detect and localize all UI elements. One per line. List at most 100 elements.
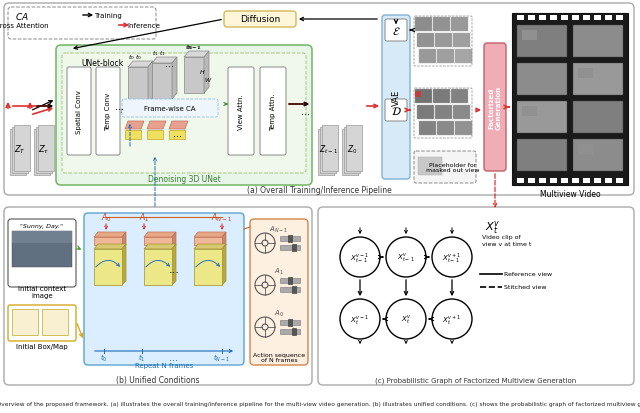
Bar [288, 319, 292, 326]
Bar [280, 236, 300, 242]
Text: Initial context
image: Initial context image [18, 286, 66, 299]
Text: $X^{v-1}_{t}$: $X^{v-1}_{t}$ [351, 313, 369, 326]
FancyBboxPatch shape [224, 12, 296, 28]
Bar [512, 14, 628, 185]
Text: $t_1$: $t_1$ [138, 351, 146, 363]
FancyBboxPatch shape [4, 4, 634, 195]
Polygon shape [152, 64, 172, 100]
Bar [94, 249, 122, 285]
Bar [415, 90, 432, 104]
FancyBboxPatch shape [414, 152, 476, 183]
Bar [36, 128, 52, 173]
Text: "Sunny, Day.": "Sunny, Day." [20, 224, 63, 229]
Polygon shape [94, 233, 126, 237]
Bar [10, 130, 26, 176]
Text: $H$: $H$ [199, 68, 205, 76]
Text: Training: Training [94, 13, 122, 19]
Bar [280, 287, 300, 292]
Text: (b) Unified Conditions: (b) Unified Conditions [116, 375, 200, 385]
Text: ...: ... [168, 264, 179, 274]
Bar [455, 50, 472, 64]
FancyBboxPatch shape [484, 44, 506, 171]
Bar [605, 178, 612, 183]
Text: Temp Attn.: Temp Attn. [270, 93, 276, 131]
Bar [517, 140, 567, 171]
Text: $t_0$: $t_0$ [100, 351, 108, 363]
Text: $Z_T$: $Z_T$ [14, 143, 26, 156]
Text: UNet-block: UNet-block [81, 58, 123, 67]
Text: $Z_0$: $Z_0$ [347, 143, 357, 156]
Text: $t_{0}$: $t_{0}$ [134, 53, 141, 62]
FancyBboxPatch shape [8, 305, 76, 341]
Text: Reference view: Reference view [504, 272, 552, 277]
FancyBboxPatch shape [318, 207, 634, 385]
Bar [292, 244, 296, 252]
Bar [578, 69, 593, 79]
FancyBboxPatch shape [67, 68, 91, 156]
Polygon shape [194, 244, 226, 249]
Polygon shape [125, 131, 141, 140]
Bar [583, 16, 590, 21]
Bar [280, 320, 300, 325]
Text: Diffusion: Diffusion [240, 15, 280, 24]
Text: view v at time t: view v at time t [482, 242, 531, 247]
Bar [144, 249, 172, 285]
Text: Inference: Inference [127, 23, 161, 29]
Polygon shape [147, 122, 166, 130]
Bar [517, 26, 567, 58]
Bar [415, 18, 432, 32]
Text: Action sequence
of N frames: Action sequence of N frames [253, 352, 305, 363]
Text: View Attn.: View Attn. [238, 94, 244, 130]
Polygon shape [94, 244, 126, 249]
Bar [320, 128, 336, 173]
Text: $A_1$: $A_1$ [274, 266, 284, 276]
Polygon shape [128, 62, 153, 68]
Bar [288, 277, 292, 284]
Polygon shape [128, 68, 148, 104]
Bar [561, 16, 568, 21]
Bar [292, 328, 296, 335]
Text: $A_1$: $A_1$ [139, 211, 149, 224]
Bar [417, 34, 434, 48]
FancyBboxPatch shape [4, 207, 312, 385]
Text: (a) Overall Training/Inference Pipeline: (a) Overall Training/Inference Pipeline [246, 186, 392, 195]
Bar [539, 178, 546, 183]
Bar [38, 126, 54, 171]
Text: $A_0$: $A_0$ [274, 308, 284, 318]
Text: Multiview Video: Multiview Video [540, 190, 600, 199]
Text: $t_1$: $t_1$ [152, 50, 159, 58]
Text: ...: ... [166, 59, 175, 69]
Bar [280, 329, 300, 334]
Bar [322, 126, 338, 171]
Text: Stitched view: Stitched view [504, 285, 547, 290]
Circle shape [340, 299, 380, 339]
Bar [14, 126, 30, 171]
Bar [12, 231, 72, 243]
Text: $t_{{N-1}}$: $t_{{N-1}}$ [186, 43, 202, 52]
Bar [433, 18, 450, 32]
Polygon shape [184, 58, 204, 94]
Bar [594, 178, 601, 183]
Bar [342, 130, 358, 176]
Bar [451, 90, 468, 104]
Polygon shape [194, 233, 226, 237]
Text: $t_0$: $t_0$ [127, 53, 134, 62]
Bar [433, 90, 450, 104]
Text: Denoising 3D UNet: Denoising 3D UNet [148, 175, 220, 184]
Polygon shape [172, 244, 176, 285]
Bar [437, 50, 454, 64]
Text: Initial Box/Map: Initial Box/Map [16, 343, 68, 349]
Bar [517, 64, 567, 96]
Bar [280, 245, 300, 250]
Text: ...: ... [115, 102, 125, 112]
Bar [453, 34, 470, 48]
FancyBboxPatch shape [8, 8, 156, 40]
Bar [34, 130, 50, 176]
Bar [616, 16, 623, 21]
Bar [280, 278, 300, 283]
Bar [344, 128, 360, 173]
Bar [435, 106, 452, 120]
Bar [528, 178, 535, 183]
Bar [528, 16, 535, 21]
Text: Temp Conv: Temp Conv [105, 93, 111, 131]
